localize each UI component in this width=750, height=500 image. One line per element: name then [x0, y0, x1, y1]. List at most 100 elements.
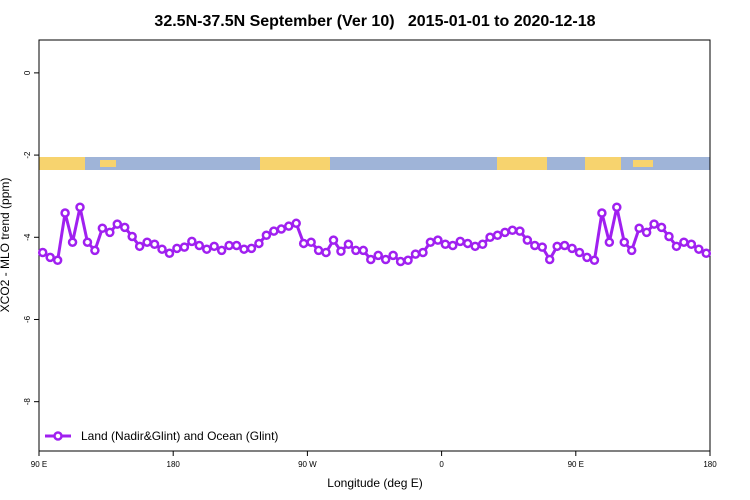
y-tick-label: -2: [23, 151, 32, 159]
data-point: [52, 255, 63, 266]
data-point: [515, 226, 525, 236]
data-point: [142, 237, 152, 247]
data-point: [656, 222, 667, 233]
data-point: [75, 202, 85, 213]
data-point: [291, 218, 301, 229]
data-point: [313, 245, 324, 256]
data-point: [97, 223, 108, 233]
data-point: [410, 249, 421, 259]
data-point: [127, 231, 137, 242]
data-point: [105, 227, 115, 238]
chart-title: 32.5N-37.5N September (Ver 10) 2015-01-0…: [154, 13, 595, 30]
data-point: [45, 252, 55, 263]
data-point: [343, 239, 354, 250]
data-point: [246, 243, 257, 254]
data-point: [597, 208, 607, 218]
data-point: [358, 245, 369, 256]
x-tick-label: 90 W: [298, 460, 317, 469]
data-point: [470, 241, 480, 252]
data-point: [157, 244, 167, 254]
data-point: [321, 247, 331, 258]
data-point: [149, 239, 160, 250]
data-point: [216, 245, 227, 256]
data-point: [90, 245, 100, 256]
data-point: [455, 236, 465, 247]
data-point: [194, 240, 205, 251]
data-point: [112, 219, 123, 229]
data-point: [231, 240, 242, 251]
map-strip: [39, 157, 710, 170]
data-point: [269, 226, 279, 236]
data-point: [477, 239, 488, 250]
data-point: [634, 223, 644, 233]
legend-label: Land (Nadir&Glint) and Ocean (Glint): [81, 429, 278, 443]
data-point: [500, 227, 510, 238]
data-point: [254, 238, 264, 249]
y-tick-label: -8: [23, 398, 32, 406]
data-point: [694, 244, 704, 254]
data-point: [448, 240, 458, 251]
data-point: [552, 241, 562, 252]
data-point: [649, 219, 659, 229]
data-point: [403, 255, 413, 266]
data-point: [366, 254, 376, 265]
y-tick-label: 0: [23, 70, 32, 75]
data-point: [679, 237, 689, 247]
data-point: [604, 237, 615, 247]
data-point: [209, 241, 219, 252]
data-point: [589, 255, 600, 266]
data-point: [373, 250, 383, 261]
data-point: [418, 247, 428, 258]
x-tick-label: 0: [439, 460, 444, 469]
plot-frame: [38, 39, 711, 452]
data-point: [686, 239, 697, 250]
data-point: [485, 232, 495, 243]
data-point: [664, 231, 674, 242]
data-point: [433, 235, 443, 245]
data-point: [298, 238, 309, 249]
data-point: [164, 248, 175, 259]
data-point: [261, 230, 272, 240]
data-point: [641, 227, 652, 238]
y-tick-label: -6: [23, 315, 32, 323]
data-point: [82, 237, 93, 247]
data-point: [492, 230, 503, 240]
y-axis-label: XCO2 - MLO trend (ppm): [0, 178, 12, 313]
x-tick-label: 90 E: [31, 460, 47, 469]
data-point: [134, 241, 145, 252]
data-point: [612, 202, 622, 213]
data-point: [187, 236, 197, 247]
data-point: [380, 254, 391, 265]
data-point: [559, 240, 570, 251]
data-point: [425, 237, 436, 247]
legend-marker: [53, 431, 63, 441]
data-point: [276, 224, 287, 234]
data-point: [172, 243, 182, 254]
data-point: [619, 237, 630, 247]
data-point: [388, 250, 398, 261]
data-point: [179, 242, 190, 252]
data-point: [119, 222, 130, 233]
data-point: [202, 244, 212, 254]
data-point: [701, 248, 712, 259]
data-point: [537, 242, 547, 252]
x-tick-label: 90 E: [568, 460, 584, 469]
data-point: [328, 235, 339, 245]
data-point: [60, 208, 70, 218]
data-point: [671, 241, 682, 252]
data-point: [626, 245, 637, 256]
data-point: [507, 225, 518, 236]
data-point: [462, 238, 473, 249]
x-tick-label: 180: [703, 460, 717, 469]
x-axis-label: Longitude (deg E): [327, 476, 422, 490]
data-point: [336, 246, 346, 257]
data-point: [224, 240, 234, 251]
data-point: [574, 247, 585, 258]
data-point: [306, 237, 316, 247]
data-point: [582, 252, 592, 263]
data-point: [567, 243, 577, 254]
x-tick-label: 180: [167, 460, 181, 469]
data-point: [530, 240, 540, 251]
data-point: [522, 235, 533, 245]
